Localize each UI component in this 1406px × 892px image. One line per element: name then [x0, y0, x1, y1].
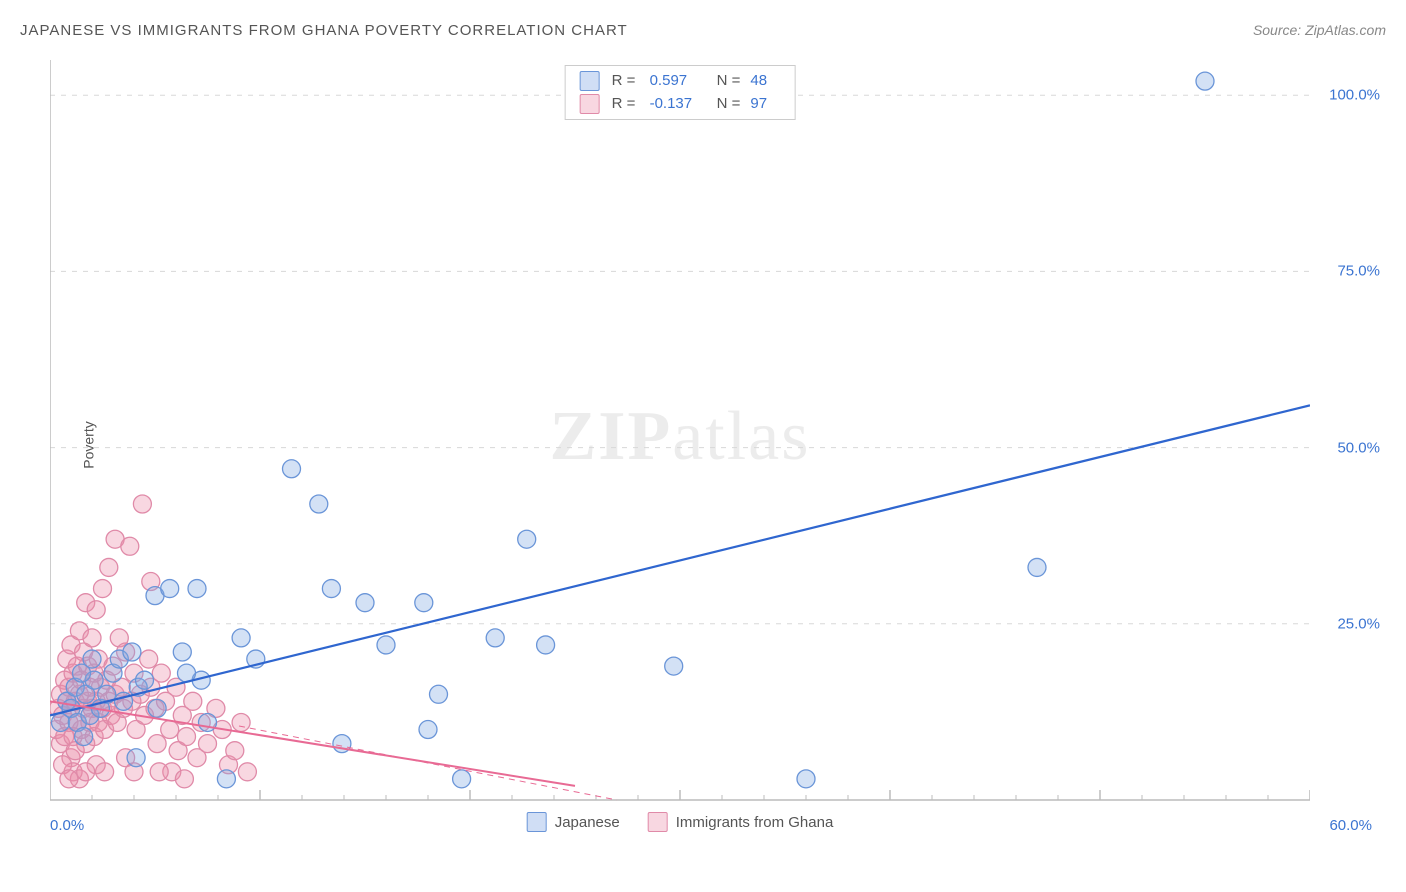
y-tick-label: 50.0%: [1337, 439, 1380, 456]
n-value: 48: [750, 70, 780, 93]
x-tick-label: 0.0%: [50, 817, 84, 834]
legend-row-japanese: R = 0.597 N = 48: [580, 70, 781, 93]
chart-svg: [50, 60, 1310, 830]
r-value: 0.597: [650, 70, 705, 93]
legend-label: Japanese: [555, 814, 620, 831]
correlation-legend: R = 0.597 N = 48 R = -0.137 N = 97: [565, 65, 796, 120]
chart-title: JAPANESE VS IMMIGRANTS FROM GHANA POVERT…: [20, 22, 628, 39]
series-legend: Japanese Immigrants from Ghana: [527, 812, 834, 832]
legend-item-japanese: Japanese: [527, 812, 620, 832]
legend-item-ghana: Immigrants from Ghana: [648, 812, 834, 832]
legend-row-ghana: R = -0.137 N = 97: [580, 93, 781, 116]
plot-area: Poverty ZIPatlas R = 0.597 N = 48 R = -0…: [50, 60, 1310, 830]
y-tick-label: 25.0%: [1337, 615, 1380, 632]
swatch-icon: [527, 812, 547, 832]
swatch-icon: [648, 812, 668, 832]
y-tick-label: 100.0%: [1329, 87, 1380, 104]
source-label: Source: ZipAtlas.com: [1253, 22, 1386, 38]
legend-label: Immigrants from Ghana: [676, 814, 834, 831]
y-tick-label: 75.0%: [1337, 263, 1380, 280]
swatch-icon: [580, 71, 600, 91]
swatch-icon: [580, 94, 600, 114]
r-value: -0.137: [650, 93, 705, 116]
x-tick-label: 60.0%: [1329, 817, 1372, 834]
n-value: 97: [750, 93, 780, 116]
